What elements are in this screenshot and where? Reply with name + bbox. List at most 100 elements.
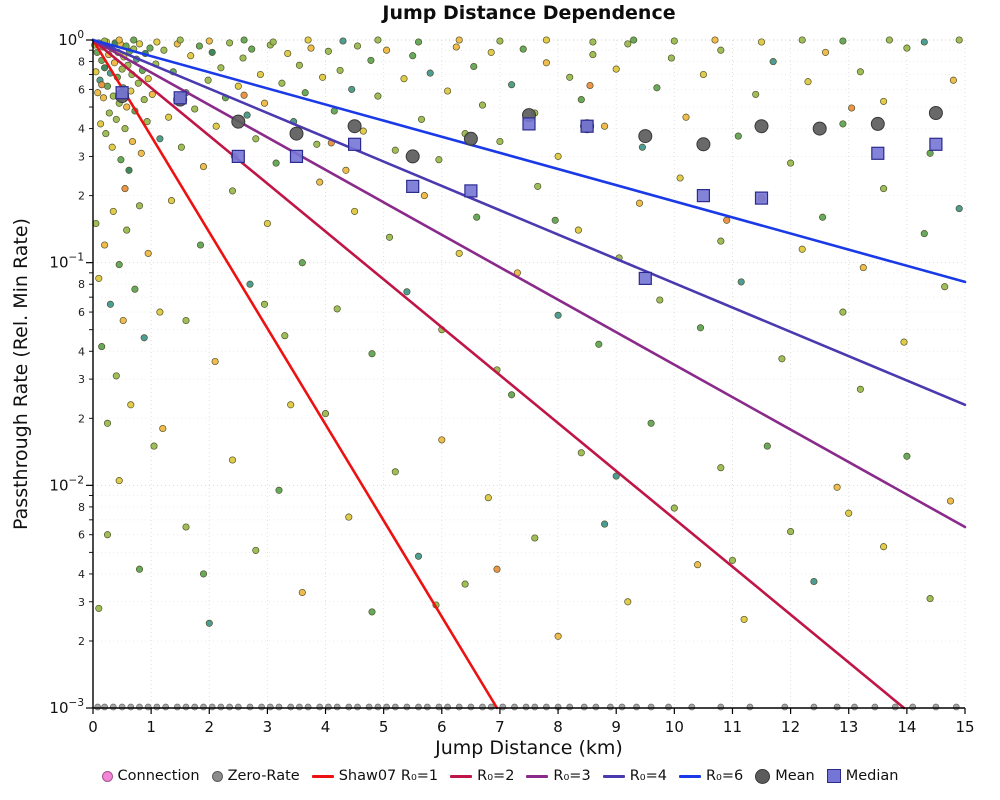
mean-point xyxy=(289,126,304,141)
connection-point xyxy=(763,442,771,450)
connection-point xyxy=(711,36,719,44)
median-point xyxy=(406,179,420,193)
connection-point xyxy=(542,36,550,44)
connection-point xyxy=(737,278,745,286)
zero-rate-point xyxy=(200,703,207,711)
connection-point xyxy=(150,442,158,450)
legend-item-zero-rate: Zero-Rate xyxy=(211,768,300,784)
connection-point xyxy=(383,46,391,54)
connection-point xyxy=(624,40,632,48)
zero-rate-point xyxy=(633,703,640,711)
connection-point xyxy=(461,580,469,588)
connection-point xyxy=(804,78,812,86)
zero-rate-point xyxy=(258,703,266,711)
r-2-legend-marker-icon xyxy=(450,774,473,778)
connection-point xyxy=(400,75,408,83)
connection-point xyxy=(240,36,248,44)
connection-point xyxy=(167,197,176,205)
x-tick-label: 0 xyxy=(88,718,98,736)
x-tick-label: 12 xyxy=(781,718,800,736)
connection-point xyxy=(778,355,786,363)
median-legend-marker-icon xyxy=(826,769,841,783)
mean-point xyxy=(231,114,246,129)
zero-rate-point xyxy=(118,703,126,711)
connection-point xyxy=(534,182,542,190)
connection-point xyxy=(752,90,760,98)
connection-point xyxy=(304,36,312,44)
connection-point xyxy=(260,300,269,308)
connection-point xyxy=(438,436,446,444)
connection-point xyxy=(284,49,292,58)
connection-point xyxy=(125,166,133,174)
connection-point xyxy=(455,36,463,44)
median-point xyxy=(289,149,304,163)
y-minor-tick-label: 8 xyxy=(78,278,85,291)
connection-point xyxy=(103,82,112,90)
connection-point xyxy=(263,219,271,228)
connection-point xyxy=(885,36,893,44)
y-minor-tick-label: 8 xyxy=(78,56,85,69)
zero-rate-point xyxy=(467,703,475,711)
zero-rate-point xyxy=(217,703,225,711)
median-point xyxy=(231,149,245,163)
connection-point xyxy=(103,531,112,539)
connection-point xyxy=(496,37,504,45)
connection-point xyxy=(208,48,216,56)
y-minor-tick-label: 4 xyxy=(78,568,85,581)
y-tick-label: 100 xyxy=(58,29,84,49)
legend-item-shaw07-r-1: Shaw07 R₀=1 xyxy=(311,768,438,784)
connection-point xyxy=(670,504,678,512)
connection-point xyxy=(269,38,277,46)
connection-point xyxy=(115,36,123,44)
zero-rate-point xyxy=(688,703,696,711)
connection-point xyxy=(694,561,702,569)
y-minor-tick-label: 2 xyxy=(78,190,85,203)
zero-rate-point xyxy=(435,703,443,711)
connection-point xyxy=(121,185,129,193)
connection-point xyxy=(252,135,260,143)
connection-point xyxy=(260,99,269,107)
median-point xyxy=(173,91,187,105)
connection-point xyxy=(275,486,283,494)
connection-point xyxy=(182,523,190,531)
connection-point xyxy=(109,207,117,215)
median-point xyxy=(115,86,129,100)
zero-rate-point xyxy=(522,703,530,711)
connection-point xyxy=(123,226,131,234)
connection-point xyxy=(348,85,356,93)
zero-rate-point xyxy=(618,703,626,711)
connection-point xyxy=(217,64,225,72)
zero-rate-point xyxy=(871,703,879,711)
connection-point xyxy=(798,36,806,44)
connection-point xyxy=(199,163,208,171)
model-line-r-6 xyxy=(91,38,967,284)
connection-point xyxy=(246,280,254,288)
connection-point xyxy=(900,338,908,346)
connection-point xyxy=(313,140,321,148)
legend-label: R₀=6 xyxy=(705,768,744,784)
connection-point xyxy=(140,96,148,104)
connection-point xyxy=(542,59,550,67)
connection-point xyxy=(926,595,934,603)
x-tick-label: 11 xyxy=(723,718,742,736)
connection-point xyxy=(601,122,609,130)
zero-rate-point xyxy=(304,703,312,711)
connection-point xyxy=(769,58,777,66)
x-tick-label: 5 xyxy=(379,718,389,736)
connection-point xyxy=(493,565,501,573)
model-line-r-2 xyxy=(91,38,906,710)
zero-rate-point xyxy=(833,703,841,711)
x-tick-label: 15 xyxy=(955,718,974,736)
connection-point xyxy=(656,296,664,304)
zero-rate-point xyxy=(162,703,170,711)
mean-point xyxy=(870,116,885,131)
connection-point xyxy=(94,89,102,97)
zero-rate-point xyxy=(208,703,216,711)
zero-rate-point xyxy=(246,703,254,711)
x-tick-label: 9 xyxy=(611,718,621,736)
y-minor-tick-label: 2 xyxy=(78,635,85,648)
connection-point xyxy=(452,43,460,51)
mean-point xyxy=(754,119,769,134)
connection-point xyxy=(444,87,452,95)
connection-point xyxy=(946,497,955,505)
